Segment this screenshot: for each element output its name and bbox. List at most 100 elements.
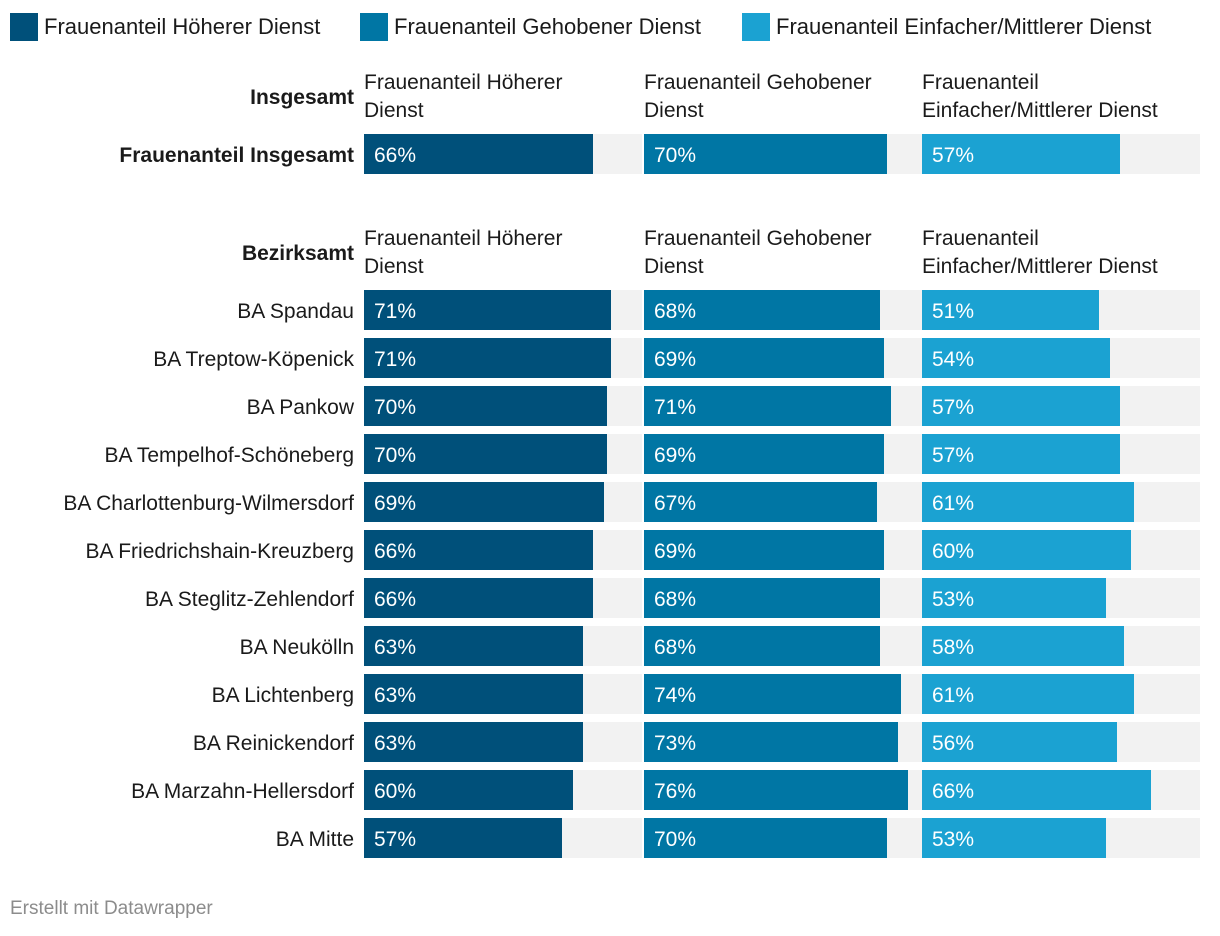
row-label-ba-charlottenburg-wilmersdorf: BA Charlottenburg-Wilmersdorf (63, 492, 354, 515)
bar-value-label-ba-spandau-1: 71% (374, 300, 416, 323)
group-title-insgesamt: Insgesamt (250, 86, 354, 109)
column-header-insgesamt-3: Frauenanteil (922, 71, 1039, 94)
bar-ba-spandau-1 (364, 290, 611, 330)
bar-ba-treptow-koepenick-1 (364, 338, 611, 378)
bar-value-label-ba-pankow-2: 71% (654, 396, 696, 419)
bar-ba-charlottenburg-wilmersdorf-2 (644, 482, 877, 522)
column-header-insgesamt-1: Dienst (364, 99, 424, 122)
bar-value-label-ba-spandau-3: 51% (932, 300, 974, 323)
column-header-bezirksamt-3: Einfacher/Mittlerer Dienst (922, 255, 1158, 278)
bar-ba-steglitz-zehlendorf-2 (644, 578, 880, 618)
bar-value-label-ba-treptow-koepenick-2: 69% (654, 348, 696, 371)
bar-ba-marzahn-hellersdorf-1 (364, 770, 573, 810)
bar-value-label-ba-steglitz-zehlendorf-2: 68% (654, 588, 696, 611)
bar-ba-friedrichshain-kreuzberg-2 (644, 530, 884, 570)
bar-ba-tempelhof-schoeneberg-2 (644, 434, 884, 474)
bar-value-label-ba-marzahn-hellersdorf-2: 76% (654, 780, 696, 803)
group-title-bezirksamt: Bezirksamt (242, 242, 354, 265)
bar-value-label-ba-lichtenberg-1: 63% (374, 684, 416, 707)
bar-ba-treptow-koepenick-3 (922, 338, 1110, 378)
bar-ba-tempelhof-schoeneberg-3 (922, 434, 1120, 474)
bar-value-label-ba-tempelhof-schoeneberg-1: 70% (374, 444, 416, 467)
bar-value-label-ba-charlottenburg-wilmersdorf-1: 69% (374, 492, 416, 515)
bar-value-label-ba-mitte-1: 57% (374, 828, 416, 851)
column-header-bezirksamt-2: Frauenanteil Gehobener (644, 227, 872, 250)
bar-ba-charlottenburg-wilmersdorf-3 (922, 482, 1134, 522)
bar-value-label-ba-marzahn-hellersdorf-3: 66% (932, 780, 974, 803)
bar-value-label-ba-steglitz-zehlendorf-3: 53% (932, 588, 974, 611)
row-label-ba-lichtenberg: BA Lichtenberg (212, 684, 354, 707)
bar-ba-neukoelln-3 (922, 626, 1124, 666)
row-label-ba-reinickendorf: BA Reinickendorf (193, 732, 354, 755)
bar-ba-neukoelln-2 (644, 626, 880, 666)
bar-value-label-ba-pankow-1: 70% (374, 396, 416, 419)
row-label-ba-neukoelln: BA Neukölln (240, 636, 354, 659)
bar-value-label-ba-lichtenberg-3: 61% (932, 684, 974, 707)
bar-value-label-ba-lichtenberg-2: 74% (654, 684, 696, 707)
column-header-insgesamt-3: Einfacher/Mittlerer Dienst (922, 99, 1158, 122)
bar-frauenanteil-insgesamt-1 (364, 134, 593, 174)
bar-value-label-ba-neukoelln-3: 58% (932, 636, 974, 659)
column-header-bezirksamt-3: Frauenanteil (922, 227, 1039, 250)
row-label-ba-friedrichshain-kreuzberg: BA Friedrichshain-Kreuzberg (86, 540, 354, 563)
bar-value-label-ba-reinickendorf-1: 63% (374, 732, 416, 755)
column-header-bezirksamt-1: Dienst (364, 255, 424, 278)
legend-swatch-hoeherer (10, 13, 38, 41)
bar-ba-pankow-1 (364, 386, 607, 426)
bar-ba-mitte-2 (644, 818, 887, 858)
bar-ba-treptow-koepenick-2 (644, 338, 884, 378)
legend-label-hoeherer: Frauenanteil Höherer Dienst (44, 14, 321, 39)
bar-ba-mitte-1 (364, 818, 562, 858)
column-header-insgesamt-2: Frauenanteil Gehobener (644, 71, 872, 94)
bar-value-label-ba-treptow-koepenick-3: 54% (932, 348, 974, 371)
bar-ba-spandau-2 (644, 290, 880, 330)
bar-value-label-ba-neukoelln-1: 63% (374, 636, 416, 659)
bar-value-label-ba-friedrichshain-kreuzberg-3: 60% (932, 540, 974, 563)
bar-ba-lichtenberg-2 (644, 674, 901, 714)
bar-ba-reinickendorf-3 (922, 722, 1117, 762)
bar-value-label-ba-steglitz-zehlendorf-1: 66% (374, 588, 416, 611)
bar-value-label-ba-marzahn-hellersdorf-1: 60% (374, 780, 416, 803)
bar-ba-pankow-3 (922, 386, 1120, 426)
bar-value-label-ba-reinickendorf-3: 56% (932, 732, 974, 755)
legend-label-gehobener: Frauenanteil Gehobener Dienst (394, 14, 701, 39)
bar-value-label-ba-treptow-koepenick-1: 71% (374, 348, 416, 371)
bar-frauenanteil-insgesamt-3 (922, 134, 1120, 174)
bar-value-label-ba-friedrichshain-kreuzberg-1: 66% (374, 540, 416, 563)
bar-ba-charlottenburg-wilmersdorf-1 (364, 482, 604, 522)
row-label-ba-pankow: BA Pankow (247, 396, 355, 419)
column-header-insgesamt-2: Dienst (644, 99, 704, 122)
bar-ba-tempelhof-schoeneberg-1 (364, 434, 607, 474)
row-label-ba-steglitz-zehlendorf: BA Steglitz-Zehlendorf (145, 588, 354, 611)
row-label-ba-tempelhof-schoeneberg: BA Tempelhof-Schöneberg (105, 444, 354, 467)
row-label-ba-treptow-koepenick: BA Treptow-Köpenick (153, 348, 354, 371)
bar-value-label-ba-tempelhof-schoeneberg-3: 57% (932, 444, 974, 467)
bar-ba-marzahn-hellersdorf-3 (922, 770, 1151, 810)
row-label-ba-marzahn-hellersdorf: BA Marzahn-Hellersdorf (131, 780, 354, 803)
bar-value-label-ba-charlottenburg-wilmersdorf-2: 67% (654, 492, 696, 515)
bar-ba-neukoelln-1 (364, 626, 583, 666)
bar-ba-friedrichshain-kreuzberg-1 (364, 530, 593, 570)
column-header-insgesamt-1: Frauenanteil Höherer (364, 71, 562, 94)
column-header-bezirksamt-2: Dienst (644, 255, 704, 278)
row-label-ba-mitte: BA Mitte (276, 828, 354, 851)
bar-value-label-ba-neukoelln-2: 68% (654, 636, 696, 659)
row-label-ba-spandau: BA Spandau (237, 300, 354, 323)
bar-value-label-ba-tempelhof-schoeneberg-2: 69% (654, 444, 696, 467)
legend-swatch-einfacher (742, 13, 770, 41)
column-header-bezirksamt-1: Frauenanteil Höherer (364, 227, 562, 250)
legend-swatch-gehobener (360, 13, 388, 41)
legend-label-einfacher: Frauenanteil Einfacher/Mittlerer Dienst (776, 14, 1152, 39)
bar-ba-steglitz-zehlendorf-3 (922, 578, 1106, 618)
bar-value-label-ba-friedrichshain-kreuzberg-2: 69% (654, 540, 696, 563)
bar-value-label-ba-pankow-3: 57% (932, 396, 974, 419)
bar-value-label-ba-charlottenburg-wilmersdorf-3: 61% (932, 492, 974, 515)
bar-ba-friedrichshain-kreuzberg-3 (922, 530, 1131, 570)
bar-value-label-ba-mitte-3: 53% (932, 828, 974, 851)
bar-ba-reinickendorf-1 (364, 722, 583, 762)
bar-ba-mitte-3 (922, 818, 1106, 858)
bar-ba-spandau-3 (922, 290, 1099, 330)
bar-value-label-ba-spandau-2: 68% (654, 300, 696, 323)
bar-ba-reinickendorf-2 (644, 722, 898, 762)
